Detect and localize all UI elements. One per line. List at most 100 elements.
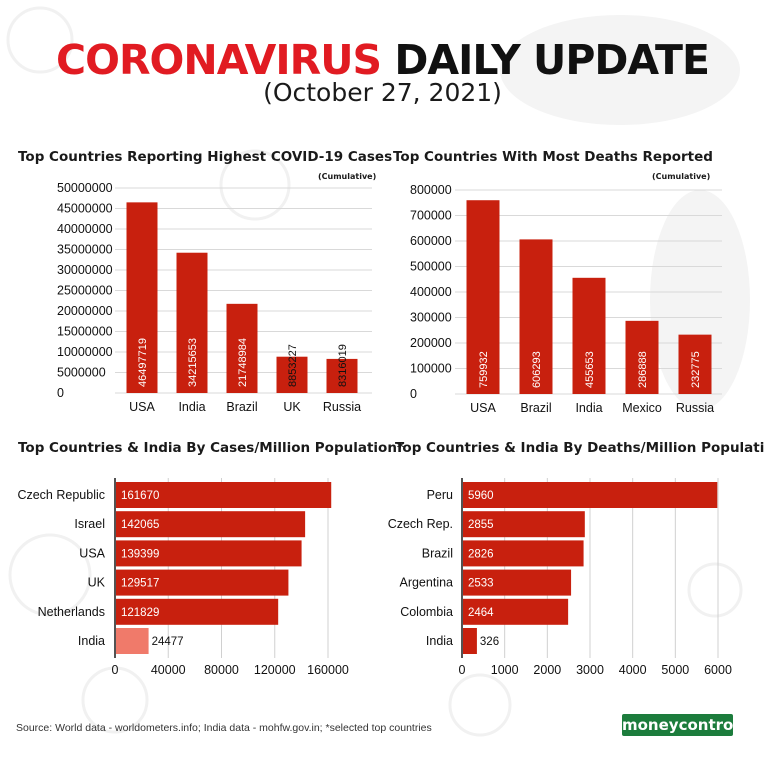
chart2-x-tick-label: 80000	[204, 663, 239, 677]
chart0-bar	[176, 252, 208, 393]
chart3-category-label: Argentina	[399, 576, 453, 590]
chart3-category-label: Czech Rep.	[388, 517, 453, 531]
chart1-x-tick-label: Brazil	[520, 401, 551, 415]
chart1-y-tick-label: 600000	[410, 234, 452, 248]
cases-chart-note: (Cumulative)	[318, 172, 377, 181]
chart1-y-tick-label: 100000	[410, 362, 452, 376]
chart3-data-label: 2826	[468, 548, 494, 560]
chart1-bar	[678, 334, 712, 394]
chart0-y-tick-label: 40000000	[57, 222, 113, 236]
chart1-y-tick-label: 800000	[410, 183, 452, 197]
chart3-x-tick-label: 0	[459, 663, 466, 677]
chart0-y-tick-label: 10000000	[57, 345, 113, 359]
chart2-bar	[116, 628, 149, 654]
cases-chart-title: Top Countries Reporting Highest COVID-19…	[18, 149, 393, 165]
chart0-bar	[126, 202, 158, 393]
chart3-data-label: 326	[480, 636, 499, 648]
chart3-bar	[463, 628, 477, 654]
chart0-y-tick-label: 20000000	[57, 304, 113, 318]
chart1-data-label: 606293	[531, 351, 543, 388]
chart3-x-tick-label: 4000	[619, 663, 647, 677]
logo-text-money: money	[622, 716, 679, 734]
chart1-bar	[625, 320, 659, 394]
chart0-x-tick-label: Brazil	[226, 400, 257, 414]
chart1-bar	[519, 239, 553, 394]
chart1-x-tick-label: USA	[470, 401, 496, 415]
chart3-category-label: Peru	[427, 488, 453, 502]
chart2-x-tick-label: 0	[112, 663, 119, 677]
chart3-category-label: Colombia	[400, 605, 453, 619]
chart2-category-label: India	[78, 634, 105, 648]
date-subtitle: (October 27, 2021)	[263, 78, 502, 107]
chart1-bar	[466, 200, 500, 394]
chart1-x-tick-label: Mexico	[622, 401, 662, 415]
chart1-x-tick-label: Russia	[676, 401, 714, 415]
chart3-bar	[463, 598, 569, 625]
chart3-x-tick-label: 5000	[661, 663, 689, 677]
chart0-x-tick-label: Russia	[323, 400, 361, 414]
chart2-data-label: 121829	[121, 607, 159, 619]
chart3-data-label: 5960	[468, 490, 494, 502]
chart1-bar	[572, 277, 606, 394]
chart3-bar	[463, 511, 585, 538]
chart1-x-tick-label: India	[575, 401, 602, 415]
chart0-bar	[276, 356, 308, 393]
chart0-y-tick-label: 5000000	[57, 366, 106, 380]
chart1-data-label: 455653	[584, 351, 596, 388]
chart2-data-label: 142065	[121, 519, 159, 531]
chart0-data-label: 8853227	[287, 344, 299, 387]
chart0-data-label: 46497719	[137, 338, 149, 387]
chart3-x-tick-label: 6000	[704, 663, 732, 677]
chart3-x-tick-label: 1000	[491, 663, 519, 677]
title-red-part: CORONAVIRUS	[56, 36, 382, 84]
chart2-category-label: Netherlands	[38, 605, 105, 619]
chart0-x-tick-label: USA	[129, 400, 155, 414]
chart2-data-label: 129517	[121, 578, 159, 590]
chart0-y-tick-label: 50000000	[57, 181, 113, 195]
chart2-data-label: 161670	[121, 490, 159, 502]
chart1-y-tick-label: 500000	[410, 260, 452, 274]
chart3-category-label: India	[426, 634, 453, 648]
chart0-y-tick-label: 45000000	[57, 202, 113, 216]
chart2-category-label: Israel	[74, 517, 105, 531]
chart0-data-label: 21748984	[237, 338, 249, 387]
chart0-data-label: 8316019	[337, 344, 349, 387]
chart3-data-label: 2533	[468, 578, 494, 590]
chart1-y-tick-label: 700000	[410, 209, 452, 223]
chart2-category-label: Czech Republic	[17, 488, 105, 502]
chart1-y-tick-label: 200000	[410, 336, 452, 350]
chart0-y-tick-label: 35000000	[57, 243, 113, 257]
chart2-x-tick-label: 120000	[254, 663, 296, 677]
chart0-y-tick-label: 0	[57, 386, 64, 400]
chart2-data-label: 139399	[121, 548, 159, 560]
logo-text-control: control	[678, 716, 739, 734]
chart2-bar	[116, 540, 302, 567]
chart2-category-label: UK	[88, 576, 106, 590]
chart2-bar	[116, 482, 332, 508]
chart2-x-tick-label: 40000	[151, 663, 186, 677]
chart1-data-label: 232775	[690, 351, 702, 388]
deaths-chart-title: Top Countries With Most Deaths Reported	[393, 149, 713, 165]
chart1-y-tick-label: 300000	[410, 311, 452, 325]
chart3-x-tick-label: 2000	[533, 663, 561, 677]
chart0-y-tick-label: 30000000	[57, 263, 113, 277]
chart1-data-label: 759932	[478, 351, 490, 388]
chart0-y-tick-label: 15000000	[57, 325, 113, 339]
chart2-x-tick-label: 160000	[307, 663, 349, 677]
title-black-part: DAILY UPDATE	[394, 36, 710, 84]
chart0-bar	[226, 303, 258, 393]
main-title: CORONAVIRUS DAILY UPDATE	[0, 36, 765, 84]
deaths-chart-note: (Cumulative)	[652, 172, 711, 181]
chart0-y-tick-label: 25000000	[57, 284, 113, 298]
chart3-data-label: 2855	[468, 519, 494, 531]
chart1-y-tick-label: 0	[410, 387, 417, 401]
cases-per-million-title: Top Countries & India By Cases/Million P…	[18, 440, 404, 456]
deaths-per-million-title: Top Countries & India By Deaths/Million …	[395, 440, 765, 456]
chart2-bar	[116, 598, 279, 625]
source-note: Source: World data - worldometers.info; …	[16, 722, 432, 734]
chart3-bar	[463, 540, 584, 567]
chart2-bar	[116, 569, 289, 596]
chart3-data-label: 2464	[468, 607, 494, 619]
